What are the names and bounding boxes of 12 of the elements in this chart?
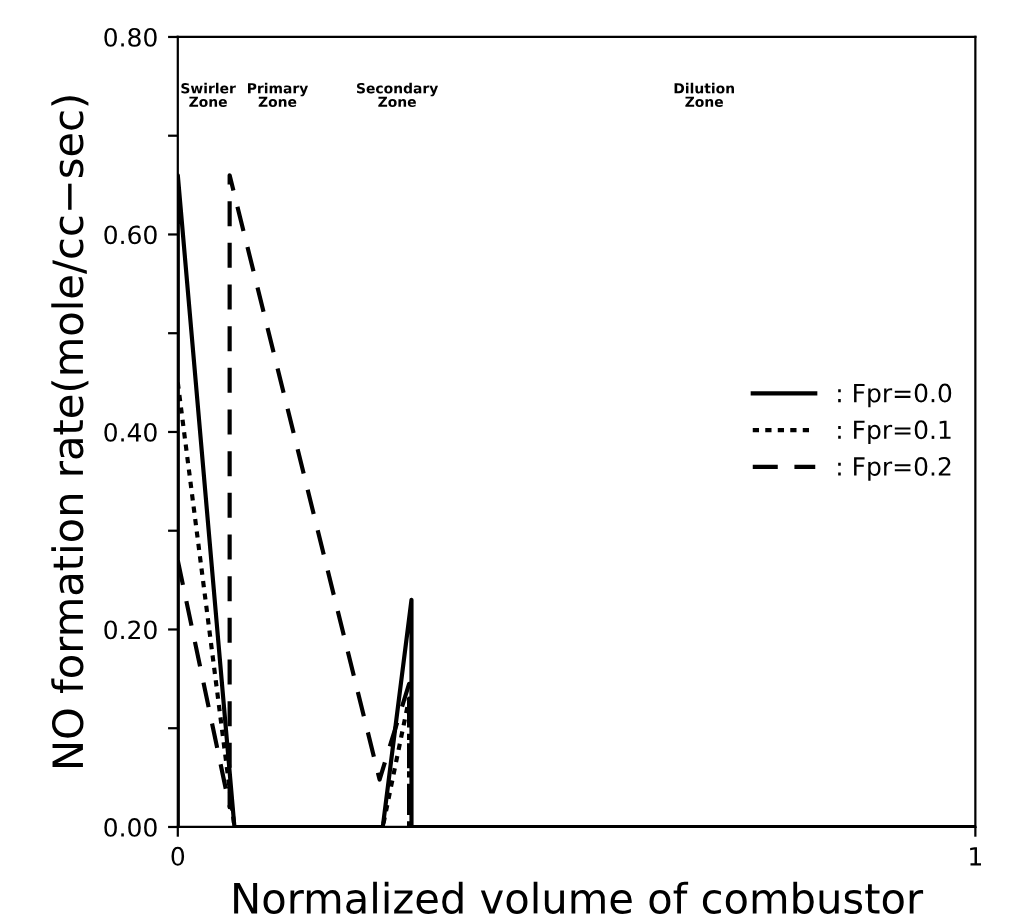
legend-label: : Fpr=0.0 [838,383,952,408]
y-tick-label: 0.60 [104,225,157,245]
x-tick-label: 0 [171,846,185,866]
legend-label: : Fpr=0.2 [838,457,951,481]
legend-label: : Fpr=0.1 [838,420,951,445]
x-axis-title: Normalized volume of combustor [234,881,924,914]
y-tick-label: 0.40 [104,422,157,442]
y-tick-label: 0.20 [104,620,157,640]
x-tick-label: 1 [970,847,981,866]
y-tick-label: 0.80 [104,27,157,47]
y-tick-label: 0.00 [104,817,157,837]
y-axis-title: NO formation rate(mole/cc−sec) [51,96,89,768]
